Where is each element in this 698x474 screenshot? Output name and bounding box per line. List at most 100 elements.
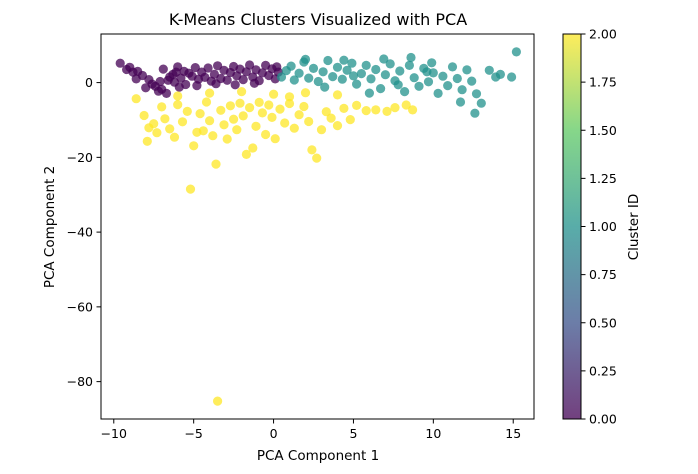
data-point-cluster-2 xyxy=(326,113,336,123)
data-point-cluster-2 xyxy=(264,100,274,110)
data-point-cluster-2 xyxy=(401,100,411,110)
data-point-cluster-2 xyxy=(208,131,218,141)
y-axis-title: PCA Component 2 xyxy=(42,166,58,288)
data-point-cluster-2 xyxy=(280,118,290,128)
colorbar: 0.00 0.25 0.50 0.75 1.00 1.25 1.50 1.75 2.00 xyxy=(562,27,617,427)
data-point-cluster-2 xyxy=(160,114,170,124)
data-point-cluster-0 xyxy=(222,75,232,85)
data-point-cluster-1 xyxy=(294,68,304,78)
x-tick-label: −5 xyxy=(184,426,202,441)
data-point-cluster-2 xyxy=(213,396,223,406)
data-point-cluster-2 xyxy=(269,89,279,99)
y-tick-label: −40 xyxy=(67,225,93,240)
data-point-cluster-2 xyxy=(205,116,215,126)
data-point-cluster-2 xyxy=(261,129,271,140)
data-point-cluster-2 xyxy=(284,98,295,109)
data-point-cluster-1 xyxy=(400,87,410,97)
data-point-cluster-2 xyxy=(182,106,192,116)
data-point-cluster-2 xyxy=(245,103,255,113)
data-point-cluster-0 xyxy=(272,62,282,72)
data-point-cluster-2 xyxy=(361,106,371,116)
data-point-cluster-1 xyxy=(356,69,366,79)
data-point-cluster-2 xyxy=(225,101,235,111)
data-point-cluster-1 xyxy=(313,76,323,87)
data-point-cluster-2 xyxy=(216,105,226,115)
data-point-cluster-2 xyxy=(169,132,180,142)
data-point-cluster-1 xyxy=(507,72,517,82)
data-point-cluster-1 xyxy=(433,88,443,98)
data-point-cluster-1 xyxy=(339,55,349,65)
data-point-cluster-1 xyxy=(404,60,414,70)
y-tick-label: −20 xyxy=(67,150,93,165)
data-point-cluster-2 xyxy=(201,97,212,107)
data-point-cluster-2 xyxy=(241,149,251,159)
data-point-cluster-1 xyxy=(323,55,333,66)
data-point-cluster-1 xyxy=(409,73,419,83)
data-point-cluster-1 xyxy=(342,65,352,75)
data-point-cluster-1 xyxy=(286,61,296,71)
x-tick-label: 10 xyxy=(425,426,441,441)
colorbar-tick-label: 1.25 xyxy=(589,171,617,186)
data-point-cluster-2 xyxy=(284,92,295,102)
data-point-cluster-0 xyxy=(245,60,255,70)
data-point-cluster-1 xyxy=(347,58,357,68)
data-point-cluster-0 xyxy=(161,88,172,98)
data-point-cluster-2 xyxy=(289,123,299,133)
data-point-cluster-2 xyxy=(316,125,327,135)
data-point-cluster-0 xyxy=(249,78,259,88)
y-tick-label: −80 xyxy=(67,374,93,389)
data-point-cluster-2 xyxy=(300,88,311,98)
data-point-cluster-0 xyxy=(131,74,141,84)
data-point-cluster-1 xyxy=(470,108,480,118)
data-point-cluster-2 xyxy=(237,87,247,97)
data-point-cluster-1 xyxy=(422,67,432,77)
data-point-cluster-1 xyxy=(332,62,343,72)
data-point-cluster-2 xyxy=(177,117,188,127)
data-point-cluster-2 xyxy=(352,100,362,110)
data-point-cluster-2 xyxy=(371,105,381,115)
data-point-cluster-2 xyxy=(267,112,277,122)
x-tick-label: 5 xyxy=(349,426,357,441)
x-tick-label: 15 xyxy=(505,426,521,441)
data-point-cluster-2 xyxy=(222,134,232,144)
data-point-cluster-1 xyxy=(462,65,472,75)
x-axis-title: PCA Component 1 xyxy=(257,448,379,464)
data-point-cluster-1 xyxy=(308,63,319,73)
data-point-cluster-2 xyxy=(408,105,418,115)
data-point-cluster-1 xyxy=(328,72,338,82)
data-point-cluster-2 xyxy=(248,143,258,153)
data-point-cluster-2 xyxy=(294,110,304,120)
plot-frame xyxy=(100,33,535,420)
colorbar-title: Cluster ID xyxy=(626,194,642,261)
colorbar-tick-label: 0.00 xyxy=(589,412,617,427)
data-point-cluster-2 xyxy=(238,111,248,121)
data-point-cluster-1 xyxy=(380,70,390,80)
data-point-cluster-1 xyxy=(361,60,371,70)
data-point-cluster-1 xyxy=(457,85,467,95)
data-point-cluster-2 xyxy=(219,120,229,130)
data-point-cluster-1 xyxy=(379,54,389,64)
data-point-cluster-2 xyxy=(185,184,196,194)
data-point-cluster-1 xyxy=(511,47,521,57)
data-point-cluster-1 xyxy=(300,54,311,64)
colorbar-tick-label: 1.75 xyxy=(589,75,617,90)
data-point-cluster-2 xyxy=(232,125,242,135)
data-point-cluster-2 xyxy=(339,103,349,113)
data-point-cluster-2 xyxy=(198,126,208,136)
data-point-cluster-1 xyxy=(371,64,381,75)
data-point-cluster-0 xyxy=(115,58,125,68)
data-point-cluster-1 xyxy=(423,77,434,87)
data-point-cluster-2 xyxy=(149,119,159,129)
data-point-cluster-2 xyxy=(304,116,314,127)
data-point-cluster-2 xyxy=(332,121,343,131)
data-point-cluster-1 xyxy=(393,80,403,90)
data-point-cluster-1 xyxy=(276,72,287,82)
data-point-cluster-1 xyxy=(427,58,437,68)
data-point-cluster-1 xyxy=(484,65,494,75)
data-point-cluster-0 xyxy=(155,76,165,87)
colorbar-tick-label: 0.25 xyxy=(589,363,617,378)
data-point-cluster-2 xyxy=(195,109,205,119)
colorbar-tick-label: 1.00 xyxy=(589,219,617,234)
data-point-cluster-1 xyxy=(455,97,466,107)
